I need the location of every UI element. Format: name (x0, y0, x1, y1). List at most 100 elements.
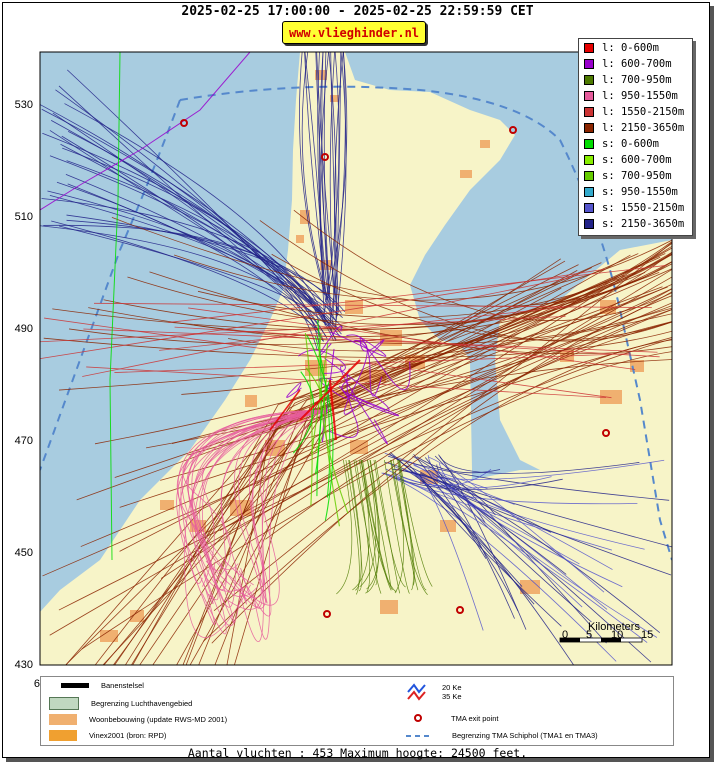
flight-track (193, 261, 672, 337)
flight-track (259, 220, 672, 342)
flight-track (367, 459, 392, 586)
flight-track (181, 283, 672, 395)
legend-label: s: 950-1550m (602, 186, 678, 198)
scale-bar (559, 637, 643, 643)
vinex-label: Vinex2001 (bron: RPD) (89, 731, 167, 740)
flight-track (181, 409, 331, 601)
tma-boundary-icon (406, 734, 430, 737)
flight-track (65, 173, 335, 330)
scale-ticks: 0 5 10 15 (562, 629, 653, 641)
flight-track (366, 459, 380, 590)
scale-label: Kilometers (588, 621, 640, 633)
flight-track (346, 334, 383, 397)
flight-track (304, 333, 313, 506)
tma-exit-points (180, 119, 610, 618)
flight-track (177, 409, 331, 591)
flight-track (213, 242, 672, 612)
legend-label: s: 0-600m (602, 138, 659, 150)
flight-track (398, 459, 414, 591)
runways-swatch (61, 683, 89, 688)
legend-swatch (584, 219, 594, 229)
legend-swatch (584, 139, 594, 149)
legend-item: s: 950-1550m (579, 184, 692, 200)
flight-track (341, 378, 399, 417)
y-tick-label: 430 (15, 659, 33, 671)
flight-track (389, 453, 519, 612)
tma-boundary-legend: Begrenzing TMA Schiphol (TMA1 en TMA3) (406, 731, 598, 740)
legend-item: l: 2150-3650m (579, 120, 692, 136)
flight-track (40, 52, 251, 211)
flight-track (352, 459, 370, 591)
flight-track (391, 468, 552, 533)
flight-track (316, 379, 331, 497)
runways-legend: Banenstelsel (61, 681, 144, 690)
flight-track (114, 253, 639, 665)
legend-label: s: 1550-2150m (602, 202, 685, 214)
legend-label: l: 0-600m (602, 42, 659, 54)
flight-tracks (40, 52, 672, 665)
legend-item: s: 2150-3650m (579, 216, 692, 232)
flight-track (252, 409, 331, 640)
flight-track (301, 52, 330, 306)
tma-exit-icon (414, 714, 422, 722)
scale-tick-label: 0 (562, 629, 568, 641)
legend-label: l: 2150-3650m (602, 122, 685, 134)
flight-track (83, 328, 658, 353)
flight-track (286, 382, 302, 398)
flight-track (52, 112, 344, 328)
flight-track (359, 459, 377, 588)
flight-track (415, 472, 672, 576)
map-border (39, 51, 673, 666)
flight-track (353, 459, 382, 594)
legend-swatch (584, 75, 594, 85)
flight-track (328, 368, 359, 438)
flight-track (239, 409, 331, 642)
flight-track (387, 459, 665, 480)
flight-track (159, 306, 564, 351)
map-legend: Banenstelsel Begrenzing Luchthavengebied… (40, 676, 674, 746)
flight-track (211, 295, 672, 644)
scale-tick-label: 5 (586, 629, 592, 641)
flight-track (336, 459, 353, 595)
flight-track (178, 409, 331, 625)
flight-track (49, 155, 334, 341)
flight-track (176, 409, 331, 591)
legend-item: l: 0-600m (579, 40, 692, 56)
flight-track (49, 309, 672, 636)
ke-contour-icon (407, 683, 426, 701)
flight-track (305, 367, 327, 453)
brand-link[interactable]: www.vlieghinder.nl (282, 21, 426, 44)
flight-track (76, 268, 672, 501)
flight-track (234, 260, 566, 665)
flight-track (319, 52, 326, 326)
flight-track (297, 349, 346, 374)
y-tick-label: 510 (15, 211, 33, 223)
legend-label: s: 2150-3650m (602, 218, 685, 230)
flight-track (81, 351, 672, 650)
flight-track (353, 340, 411, 391)
legend-label: l: 950-1550m (602, 90, 678, 102)
flight-track (114, 353, 631, 373)
y-tick-label: 450 (15, 547, 33, 559)
flight-track (186, 409, 331, 586)
flight-track (373, 459, 406, 588)
legend-item: s: 600-700m (579, 152, 692, 168)
scale-tick-label: 10 (611, 629, 623, 641)
flight-track (183, 409, 331, 638)
legend-swatch (584, 155, 594, 165)
flight-track (238, 409, 331, 617)
flight-track (43, 330, 672, 358)
airport-boundary-legend: Begrenzing Luchthavengebied (49, 697, 192, 710)
legend-item: l: 700-950m (579, 72, 692, 88)
legend-swatch (584, 43, 594, 53)
flight-track (168, 265, 667, 323)
flight-track (197, 254, 672, 318)
y-tick-label: 530 (15, 99, 33, 111)
flight-track (41, 198, 337, 322)
flight-track (174, 239, 672, 301)
legend-swatch (584, 171, 594, 181)
flight-summary: Aantal vluchten : 453 Maximum hoogte: 24… (187, 746, 528, 760)
flight-track (397, 459, 427, 591)
flight-track (194, 409, 331, 626)
